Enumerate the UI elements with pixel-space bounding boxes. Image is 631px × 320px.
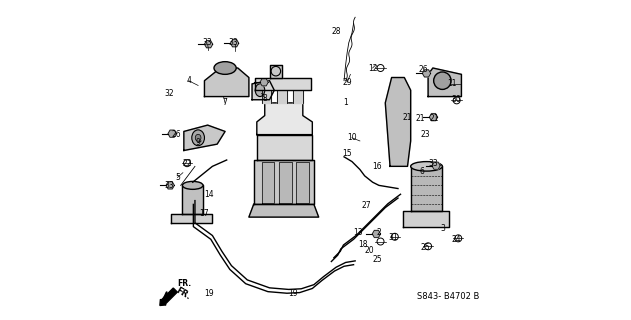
Polygon shape (422, 70, 430, 77)
Text: 7: 7 (223, 99, 228, 108)
Text: 23: 23 (420, 130, 430, 139)
Text: 33: 33 (165, 181, 174, 190)
Polygon shape (249, 204, 319, 217)
Polygon shape (372, 230, 380, 237)
Text: 33: 33 (203, 38, 213, 47)
Text: 21: 21 (415, 114, 425, 123)
Polygon shape (411, 166, 442, 211)
Text: 17: 17 (199, 209, 209, 219)
FancyArrow shape (160, 288, 177, 306)
Ellipse shape (214, 62, 236, 74)
Polygon shape (262, 162, 274, 203)
Text: 25: 25 (372, 255, 382, 264)
Polygon shape (432, 162, 440, 169)
Text: 22: 22 (182, 159, 192, 168)
Text: 2: 2 (377, 228, 381, 237)
Text: 19: 19 (204, 289, 214, 298)
Polygon shape (297, 162, 309, 203)
Polygon shape (260, 79, 268, 86)
Polygon shape (230, 40, 239, 47)
Text: 3: 3 (440, 224, 445, 233)
Text: 33: 33 (428, 159, 438, 168)
Text: FR.: FR. (177, 279, 191, 288)
Text: 33: 33 (228, 38, 238, 47)
Polygon shape (204, 68, 249, 97)
Text: 5: 5 (175, 173, 180, 182)
Text: 32: 32 (165, 89, 174, 98)
Ellipse shape (433, 72, 451, 89)
Polygon shape (257, 103, 312, 135)
Text: 16: 16 (372, 162, 382, 171)
Polygon shape (403, 211, 449, 227)
Text: 31: 31 (389, 233, 398, 242)
Text: 21: 21 (430, 114, 439, 123)
Text: 21: 21 (403, 113, 412, 122)
Polygon shape (166, 182, 174, 189)
Polygon shape (255, 77, 310, 90)
Polygon shape (279, 162, 292, 203)
Text: 10: 10 (347, 133, 357, 142)
Text: 6: 6 (420, 167, 424, 176)
Text: 1: 1 (343, 99, 348, 108)
Text: 26: 26 (171, 130, 180, 139)
Text: 18: 18 (358, 240, 368, 249)
Ellipse shape (255, 84, 265, 97)
Polygon shape (168, 130, 176, 137)
Ellipse shape (411, 162, 442, 171)
Polygon shape (254, 160, 314, 204)
Text: 20: 20 (365, 246, 374, 255)
Polygon shape (257, 135, 312, 160)
Text: 29: 29 (343, 78, 352, 87)
Text: 12: 12 (368, 63, 377, 73)
Text: 25: 25 (420, 243, 430, 252)
Polygon shape (293, 90, 303, 103)
Polygon shape (204, 41, 213, 48)
Polygon shape (428, 68, 461, 97)
Text: 26: 26 (418, 65, 428, 74)
Text: FR.: FR. (174, 285, 192, 301)
Polygon shape (171, 214, 213, 223)
Ellipse shape (192, 130, 204, 146)
Text: 27: 27 (362, 202, 371, 211)
Text: 28: 28 (331, 27, 341, 36)
Text: 15: 15 (343, 149, 352, 158)
Polygon shape (184, 125, 225, 150)
Polygon shape (262, 90, 271, 103)
Text: 8: 8 (262, 94, 267, 103)
Text: 19: 19 (288, 289, 298, 298)
Polygon shape (386, 77, 411, 166)
Polygon shape (269, 65, 282, 77)
Polygon shape (429, 114, 438, 121)
Text: S843- B4702 B: S843- B4702 B (417, 292, 480, 301)
Ellipse shape (195, 134, 201, 141)
Text: 30: 30 (452, 95, 461, 104)
Polygon shape (278, 90, 287, 103)
Text: 13: 13 (353, 228, 363, 237)
Ellipse shape (182, 181, 203, 189)
Text: 9: 9 (196, 138, 201, 147)
Text: 11: 11 (447, 79, 457, 88)
Text: 4: 4 (186, 76, 191, 85)
Polygon shape (252, 81, 274, 100)
Text: 24: 24 (452, 235, 461, 244)
Text: 14: 14 (204, 190, 214, 199)
Polygon shape (182, 185, 203, 214)
